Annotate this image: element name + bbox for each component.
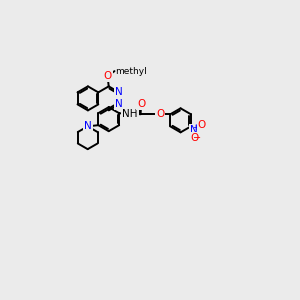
Text: NH: NH bbox=[122, 109, 138, 119]
Text: O: O bbox=[103, 71, 112, 81]
Text: N: N bbox=[190, 124, 198, 135]
Text: O: O bbox=[137, 99, 145, 109]
Text: +: + bbox=[192, 123, 199, 132]
Text: methyl: methyl bbox=[115, 67, 147, 76]
Text: O: O bbox=[198, 120, 206, 130]
Text: N: N bbox=[84, 121, 92, 131]
Text: O: O bbox=[156, 109, 164, 119]
Text: −: − bbox=[193, 133, 201, 143]
Text: N: N bbox=[115, 99, 123, 110]
Text: N: N bbox=[115, 87, 123, 98]
Text: O: O bbox=[191, 133, 199, 143]
